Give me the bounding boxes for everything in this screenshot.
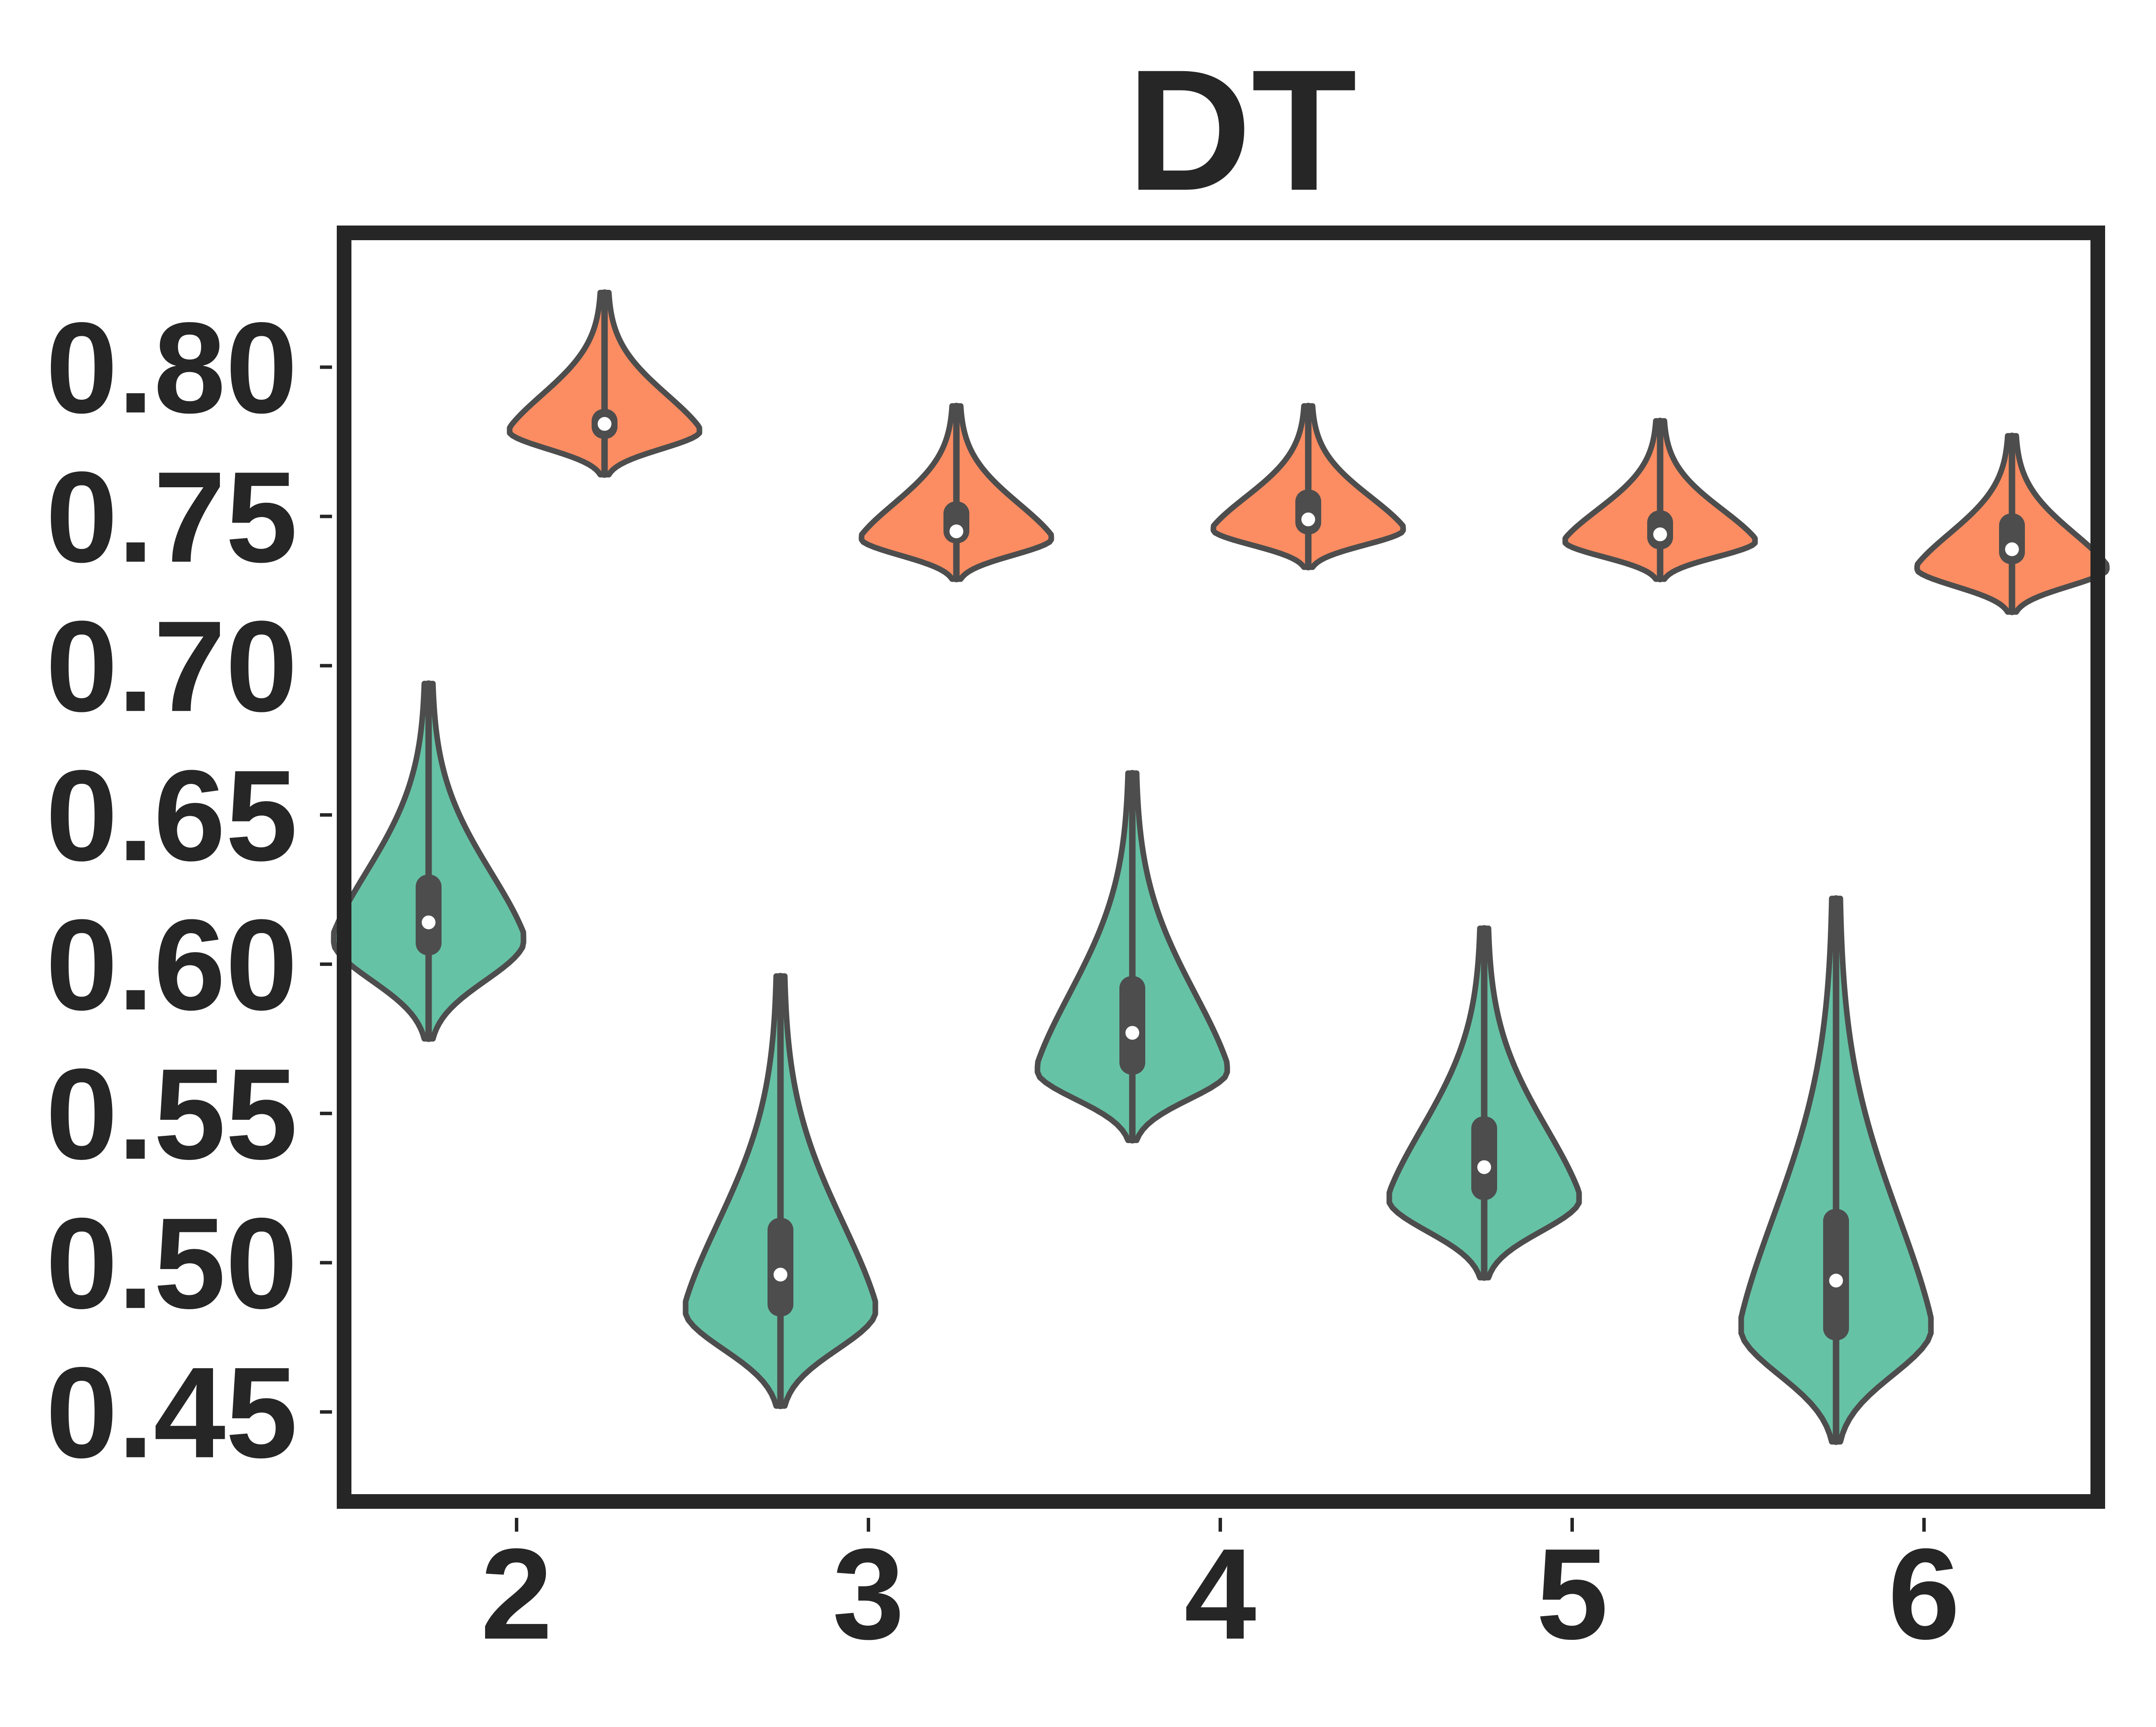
violin-median-dot [774,1267,787,1282]
violin-iqr-box [1471,1116,1497,1200]
violin [1386,925,1582,1281]
chart-title: DT [1127,34,1357,226]
violin [1562,417,1758,583]
x-tick-label: 6 [1888,1521,1960,1666]
y-tick-label: 0.45 [46,1340,298,1485]
violin-median-dot [1829,1273,1843,1288]
x-tick-label: 4 [1185,1521,1257,1666]
violins-layer [331,289,2110,1445]
y-tick-label: 0.60 [46,892,298,1037]
violin-iqr-box [1119,976,1145,1075]
violin [507,289,702,478]
violin-iqr-box [1295,489,1321,535]
violin-median-dot [1301,512,1315,527]
violin-median-dot [950,524,963,539]
y-tick-label: 0.55 [46,1041,298,1186]
x-axis: 2 3 4 5 6 [481,1518,1960,1666]
violin-iqr-box [416,874,442,956]
violin-median-dot [1653,527,1667,542]
violin [683,973,878,1409]
violin [1034,770,1230,1144]
violin [1738,895,1934,1445]
violin-median-dot [1125,1026,1139,1040]
x-tick-label: 2 [481,1521,553,1666]
violin [1210,402,1406,570]
violin [331,680,526,1042]
violin-median-dot [422,915,436,930]
x-tick-label: 3 [833,1521,905,1666]
violin-median-dot [2005,542,2019,556]
x-tick-label: 5 [1536,1521,1608,1666]
violin-iqr-box [1999,513,2025,564]
y-tick-label: 0.75 [46,445,298,589]
violin-median-dot [1477,1160,1491,1174]
y-tick-label: 0.50 [46,1191,298,1335]
plot-frame [337,226,2105,1509]
y-tick-label: 0.80 [46,295,298,440]
violin [859,402,1054,583]
violin-iqr-box [768,1218,793,1316]
violin-median-dot [598,417,611,431]
y-axis: 0.450.500.550.600.650.700.750.80 [46,295,332,1485]
violin [1914,433,2110,615]
y-tick-label: 0.70 [46,594,298,739]
y-tick-label: 0.65 [46,743,298,888]
